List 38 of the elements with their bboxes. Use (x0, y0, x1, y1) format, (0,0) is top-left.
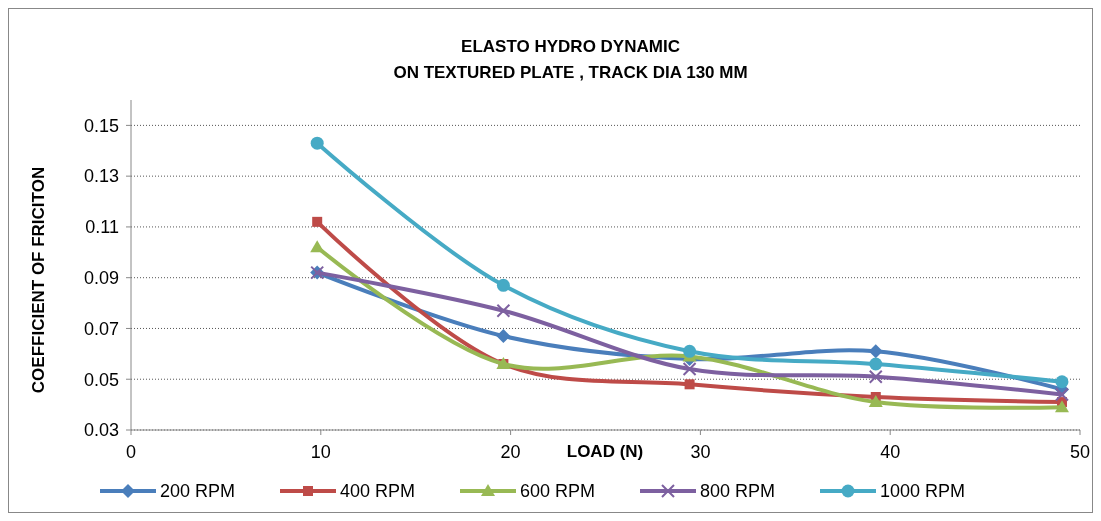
x-tick-label: 40 (880, 442, 901, 462)
chart-title: ELASTO HYDRO DYNAMIC (461, 37, 680, 56)
legend-label: 1000 RPM (880, 481, 966, 502)
x-tick-label: 20 (500, 442, 521, 462)
point (869, 357, 883, 371)
point (496, 329, 511, 344)
x-tick-label: 10 (310, 442, 331, 462)
x-tick-label: 0 (125, 442, 137, 462)
point (868, 344, 883, 359)
point (1054, 400, 1069, 413)
y-tick-label: 0.05 (83, 369, 119, 390)
legend-label: 600 RPM (520, 481, 596, 502)
point (496, 303, 511, 318)
point (496, 278, 510, 292)
legend-label: 200 RPM (160, 481, 236, 502)
point (310, 136, 324, 150)
x-axis-title: LOAD (N) (566, 442, 644, 461)
point (684, 379, 695, 390)
y-tick-label: 0.07 (83, 318, 119, 339)
y-tick-label: 0.15 (83, 115, 119, 136)
chart-subtitle: ON TEXTURED PLATE , TRACK DIA 130 MM (393, 63, 748, 82)
point (1054, 387, 1069, 402)
point (1055, 375, 1069, 389)
point (868, 395, 883, 408)
point (312, 216, 323, 227)
x-tick-label: 50 (1069, 442, 1091, 462)
x-tick-label: 30 (690, 442, 711, 462)
point (868, 369, 883, 384)
y-tick-label: 0.09 (83, 267, 119, 288)
y-tick-label: 0.11 (85, 217, 119, 238)
point (310, 240, 325, 253)
y-tick-label: 0.03 (83, 420, 119, 441)
point (682, 362, 697, 377)
legend-label: 400 RPM (340, 481, 416, 502)
y-axis-title: COEFFICIENT OF FRICITON (29, 166, 48, 394)
point (683, 344, 697, 358)
y-tick-label: 0.13 (83, 166, 119, 187)
legend-label: 800 RPM (700, 481, 776, 502)
